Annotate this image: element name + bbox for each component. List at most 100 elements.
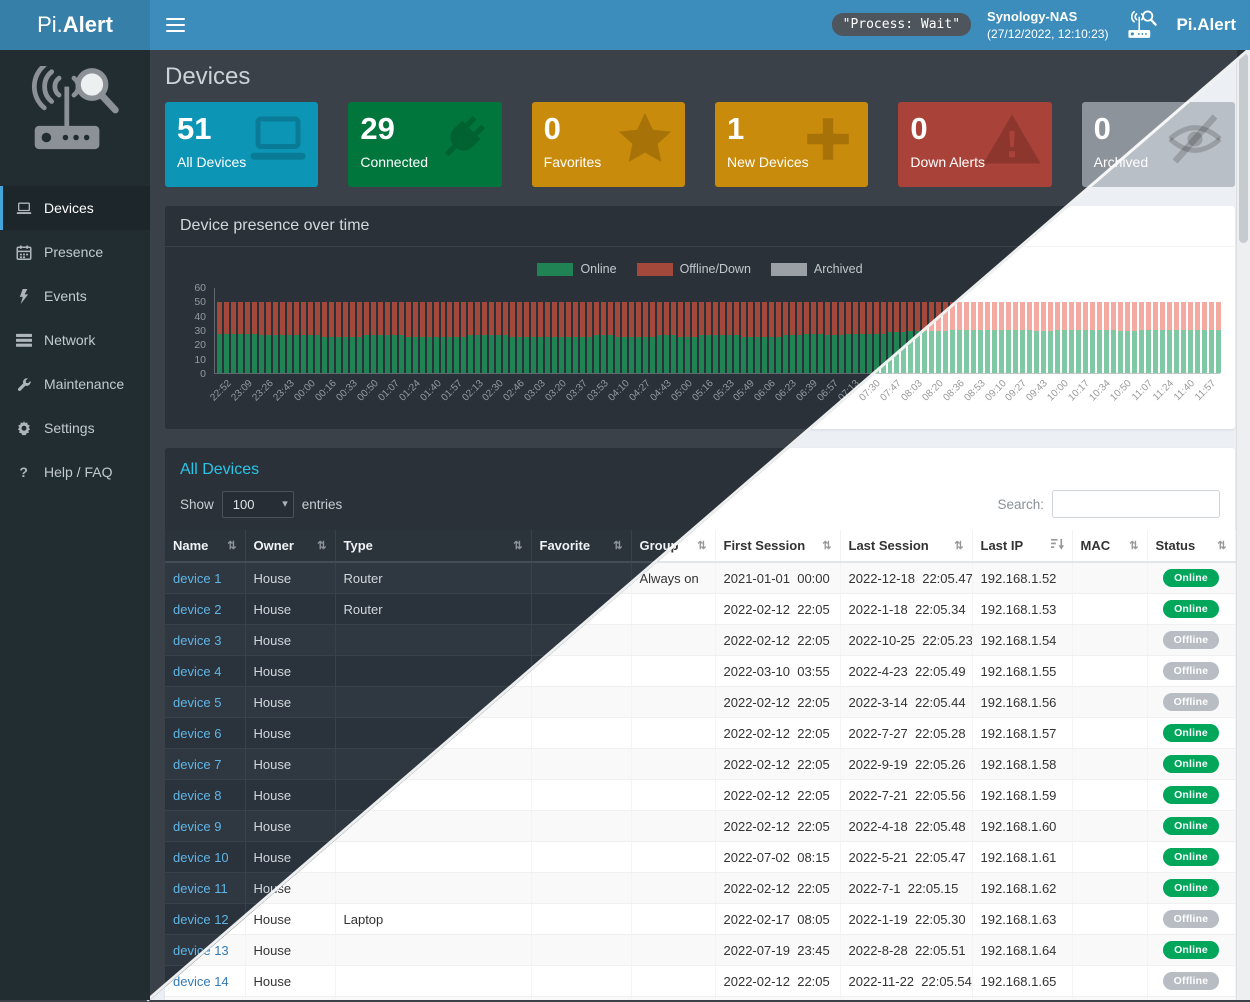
page-length-select[interactable]: 100 xyxy=(221,490,294,518)
chart-bar xyxy=(321,288,327,373)
column-header-mac[interactable]: MAC ⇅ xyxy=(1072,530,1148,563)
chart-bar xyxy=(1055,288,1061,373)
chart-bar xyxy=(643,288,649,373)
sidebar-item-settings[interactable]: Settings xyxy=(0,406,150,450)
offline-segment xyxy=(258,301,264,336)
column-header-name[interactable]: Name ⇅ xyxy=(165,530,246,563)
column-header-last-ip[interactable]: Last IP xyxy=(972,530,1073,563)
sidebar-item-label: Settings xyxy=(44,420,95,436)
hamburger-icon[interactable] xyxy=(164,12,187,38)
status-badge: Offline xyxy=(1163,631,1219,649)
chart-bar xyxy=(440,288,446,373)
online-segment xyxy=(978,329,984,373)
offline-segment xyxy=(342,301,348,337)
device-link[interactable]: device 4 xyxy=(173,663,222,679)
device-link[interactable]: device 2 xyxy=(173,601,222,617)
offline-segment xyxy=(873,301,879,334)
sidebar-item-events[interactable]: Events xyxy=(0,274,150,318)
online-segment xyxy=(237,333,243,373)
chart-bar xyxy=(1145,288,1151,373)
device-name-cell: device 5 xyxy=(165,686,246,718)
online-segment xyxy=(426,336,432,373)
type-cell xyxy=(335,934,532,966)
offline-segment xyxy=(803,301,809,334)
legend-swatch xyxy=(537,262,574,276)
chart-bar xyxy=(698,288,704,373)
column-header-first-session[interactable]: First Session ⇅ xyxy=(715,530,841,563)
online-segment xyxy=(943,331,949,373)
online-segment xyxy=(419,336,425,373)
offline-segment xyxy=(1055,301,1061,330)
column-header-last-session[interactable]: Last Session ⇅ xyxy=(840,530,973,563)
offline-segment xyxy=(391,301,397,336)
offline-segment xyxy=(489,301,495,336)
chart-bar xyxy=(677,288,683,373)
mac-cell xyxy=(1072,903,1148,935)
online-segment xyxy=(810,333,816,373)
device-name-cell: device 11 xyxy=(165,872,246,904)
chart-bar xyxy=(538,288,544,373)
y-tick-label: 50 xyxy=(194,296,206,309)
last-ip-cell: 192.168.1.65 xyxy=(972,996,1073,1000)
mac-cell xyxy=(1072,593,1148,625)
offline-segment xyxy=(908,301,914,331)
device-link[interactable]: device 7 xyxy=(173,756,222,772)
chart-bar xyxy=(803,288,809,373)
chart-bar xyxy=(454,288,460,373)
device-link[interactable]: device 11 xyxy=(173,880,228,896)
chart-bar xyxy=(1069,288,1075,373)
sidebar-item-network[interactable]: Network xyxy=(0,318,150,362)
column-header-owner[interactable]: Owner ⇅ xyxy=(245,530,336,563)
favorite-cell xyxy=(531,996,632,1000)
column-header-favorite[interactable]: Favorite ⇅ xyxy=(531,530,632,563)
sidebar-item-devices[interactable]: Devices xyxy=(0,186,150,230)
device-link[interactable]: device 9 xyxy=(173,818,222,834)
offline-segment xyxy=(643,301,649,337)
device-link[interactable]: device 10 xyxy=(173,849,229,865)
online-segment xyxy=(279,335,285,373)
search-input[interactable] xyxy=(1052,490,1220,518)
status-cell: Online xyxy=(1147,562,1236,594)
online-segment xyxy=(657,335,662,373)
device-name-cell: device 6 xyxy=(165,717,246,749)
device-link[interactable]: device 8 xyxy=(173,787,222,803)
offline-segment xyxy=(314,301,320,336)
offline-segment xyxy=(957,301,963,330)
online-segment xyxy=(824,335,830,373)
sidebar-item-presence[interactable]: Presence xyxy=(0,230,150,274)
scrollbar-thumb[interactable] xyxy=(1239,53,1248,243)
chart-bar xyxy=(398,288,404,373)
column-header-status[interactable]: Status ⇅ xyxy=(1147,530,1236,563)
sidebar-item-label: Presence xyxy=(44,244,104,260)
chart-bar xyxy=(419,288,425,373)
sidebar-item-help-faq[interactable]: ? Help / FAQ xyxy=(0,450,150,494)
offline-segment xyxy=(978,301,984,330)
group-cell xyxy=(631,717,716,749)
device-link[interactable]: device 5 xyxy=(173,694,222,710)
online-segment xyxy=(524,336,530,373)
device-link[interactable]: device 12 xyxy=(173,911,229,927)
device-link[interactable]: device 1 xyxy=(173,570,222,586)
device-link[interactable]: device 3 xyxy=(173,632,222,648)
device-link[interactable]: device 6 xyxy=(173,725,222,741)
column-header-type[interactable]: Type ⇅ xyxy=(335,530,532,563)
online-segment xyxy=(1131,331,1137,373)
online-segment xyxy=(992,329,998,373)
online-segment xyxy=(957,329,963,373)
chart-bar xyxy=(1020,288,1026,373)
chart-bar xyxy=(1117,288,1123,373)
sidebar-item-maintenance[interactable]: Maintenance xyxy=(0,362,150,406)
device-link[interactable]: device 14 xyxy=(173,973,229,989)
last-session-cell: 2022-12-18 22:05.47 xyxy=(840,562,973,594)
offline-segment xyxy=(677,301,683,337)
offline-segment xyxy=(880,301,886,334)
scrollbar[interactable] xyxy=(1236,50,1250,1000)
app-logo[interactable]: Pi. Alert xyxy=(0,0,150,50)
offline-segment xyxy=(1152,301,1158,330)
